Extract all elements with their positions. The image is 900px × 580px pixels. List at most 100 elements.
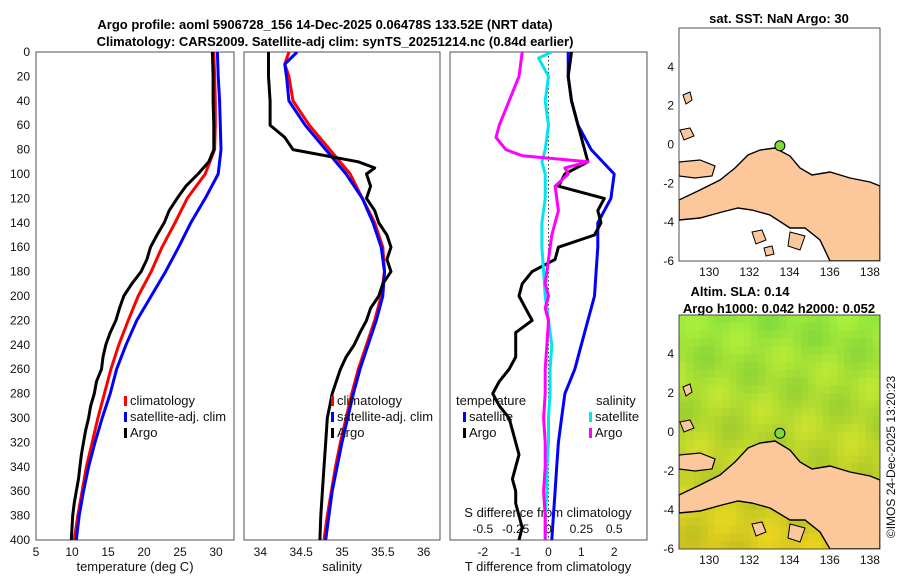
sla-cell [714, 377, 723, 386]
sla-cell [793, 361, 802, 371]
sla-cell [822, 541, 831, 549]
sla-cell [722, 502, 730, 511]
sla-cell [693, 385, 702, 394]
sla-cell [786, 377, 795, 386]
sla-cell [844, 315, 852, 324]
sla-cell [772, 338, 781, 347]
sla-cell [714, 369, 723, 378]
sla-cell [700, 447, 709, 456]
sla-cell [772, 424, 781, 433]
lat-tick-label: -2 [663, 464, 674, 478]
sla-cell [700, 330, 709, 339]
island [751, 229, 767, 245]
sla-cell [700, 346, 709, 355]
sla-cell [700, 400, 709, 410]
sla-cell [822, 385, 831, 394]
sla-cell [729, 408, 738, 417]
island [787, 523, 806, 543]
sla-cell [765, 541, 773, 549]
sst-map-axes [678, 27, 881, 262]
sla-cell [858, 377, 867, 386]
x-tick-label: -2 [477, 545, 488, 559]
sla-cell [815, 377, 824, 386]
legend-label-s-satellite: satellite [595, 409, 639, 424]
sla-cell [786, 400, 795, 410]
sla-cell [722, 385, 730, 394]
island [682, 91, 693, 105]
sla-cell [750, 502, 759, 511]
sla-cell [822, 455, 831, 464]
sla-cell [851, 330, 860, 339]
sla-cell [822, 416, 831, 425]
sla-cell [729, 322, 738, 332]
sla-cell [772, 361, 781, 371]
salinity-series [267, 52, 393, 540]
sla-cell [872, 354, 880, 363]
sla-cell [707, 400, 716, 410]
sla-cell [693, 369, 702, 378]
sla-cell [714, 400, 723, 410]
sla-map-subtitle: Argo h1000: 0.042 h2000: 0.052 [683, 301, 875, 316]
sla-cell [793, 408, 802, 417]
difference-legend-salinity: salinity satellite Argo [589, 393, 639, 440]
sla-cell [772, 385, 781, 394]
depth-tick-label: 60 [17, 118, 31, 132]
depth-tick-label: 40 [17, 94, 31, 108]
difference-legend-temperature: temperature satellite Argo [456, 393, 526, 440]
sla-cell [872, 439, 880, 449]
sla-cell [765, 385, 773, 394]
sla-cell [815, 416, 824, 425]
sla-cell [829, 424, 838, 433]
sla-cell [736, 416, 745, 425]
sla-cell [729, 517, 738, 527]
sla-cell [858, 330, 867, 339]
sla-cell [722, 315, 730, 324]
sla-cell [858, 361, 867, 371]
sla-cell [808, 432, 816, 441]
sla-cell [707, 432, 716, 441]
sla-cell [779, 322, 788, 332]
sla-cell [844, 432, 852, 441]
sla-cell [679, 525, 687, 534]
sla-cell [707, 315, 716, 324]
sla-cell [779, 525, 788, 534]
sla-cell [757, 346, 766, 355]
sla-cell [736, 533, 745, 542]
legend-swatch-satellite [331, 412, 334, 422]
sla-cell [779, 369, 788, 378]
sla-cell [815, 408, 824, 417]
sla-cell [765, 400, 773, 410]
sla-cell [679, 447, 687, 456]
sla-cell [736, 330, 745, 339]
sla-cell [801, 541, 809, 549]
depth-tick-label: 180 [10, 265, 30, 279]
sla-cell [815, 424, 824, 433]
sla-cell [679, 369, 687, 378]
sla-cell [686, 338, 694, 347]
sla-cell [743, 510, 752, 519]
sla-cell [686, 330, 694, 339]
sla-cell [872, 400, 880, 410]
sla-cell [714, 510, 723, 519]
new-guinea-landmass [679, 147, 880, 261]
sla-cell [844, 361, 852, 371]
sla-cell [686, 369, 694, 378]
sla-cell [722, 416, 730, 425]
sla-cell [836, 315, 845, 324]
sla-cell [686, 377, 694, 386]
sla-cell [815, 393, 824, 402]
sla-cell [736, 525, 745, 534]
sla-cell [865, 439, 874, 449]
sla-cell [679, 510, 687, 519]
sla-cell [808, 377, 816, 386]
sla-cell [750, 354, 759, 363]
sla-cell [743, 354, 752, 363]
sla-cell [722, 510, 730, 519]
sla-cell [858, 400, 867, 410]
sla-cell [714, 447, 723, 456]
sla-cell [772, 346, 781, 355]
sla-cell [707, 517, 716, 527]
legend-label-t-satellite: satellite [469, 409, 513, 424]
sla-cell [686, 315, 694, 324]
sla-cell [700, 385, 709, 394]
